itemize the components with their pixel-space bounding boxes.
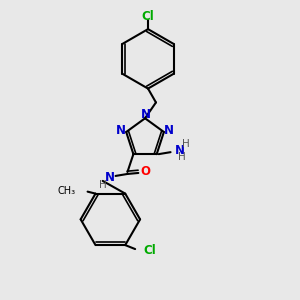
Text: Cl: Cl <box>142 10 154 23</box>
Text: H: H <box>182 139 189 149</box>
Text: N: N <box>141 108 151 121</box>
Text: N: N <box>175 144 184 157</box>
Text: CH₃: CH₃ <box>58 186 76 196</box>
Text: H: H <box>99 180 106 190</box>
Text: N: N <box>164 124 174 136</box>
Text: N: N <box>105 171 115 184</box>
Text: H: H <box>178 152 185 162</box>
Text: Cl: Cl <box>143 244 156 256</box>
Text: N: N <box>116 124 126 136</box>
Text: O: O <box>140 166 150 178</box>
